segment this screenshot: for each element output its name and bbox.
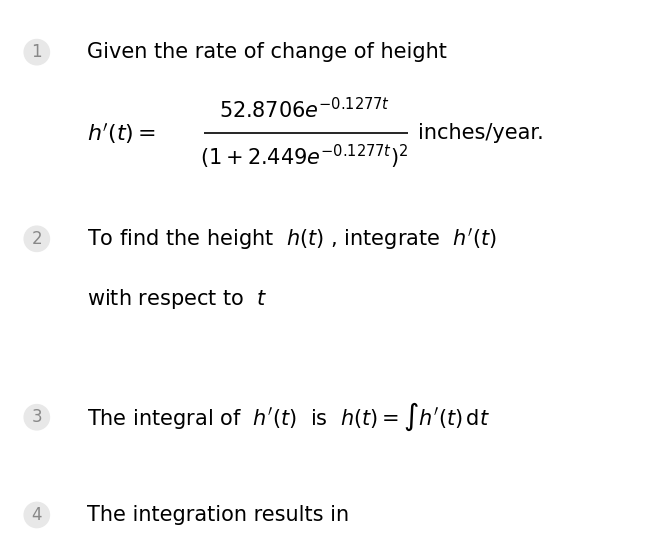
Text: $h'(t) =$: $h'(t) =$ xyxy=(87,121,156,145)
Text: $52.8706e^{-0.1277t}$: $52.8706e^{-0.1277t}$ xyxy=(219,97,390,122)
Text: 3: 3 xyxy=(31,408,42,426)
Text: inches/year.: inches/year. xyxy=(418,124,544,143)
Text: 4: 4 xyxy=(31,506,42,524)
Text: Given the rate of change of height: Given the rate of change of height xyxy=(87,42,447,62)
Text: 1: 1 xyxy=(31,43,42,61)
Text: 2: 2 xyxy=(31,230,42,248)
Text: To find the height  $h(t)$ , integrate  $h'(t)$: To find the height $h(t)$ , integrate $h… xyxy=(87,226,497,252)
Text: The integral of  $h'(t)$  is  $h(t) = \int h'(t)\,\mathrm{d}t$: The integral of $h'(t)$ is $h(t) = \int … xyxy=(87,401,490,433)
Text: with respect to  $t$: with respect to $t$ xyxy=(87,287,268,311)
Text: The integration results in: The integration results in xyxy=(87,505,349,525)
Text: $(1 + 2.449e^{-0.1277t})^2$: $(1 + 2.449e^{-0.1277t})^2$ xyxy=(200,143,409,171)
